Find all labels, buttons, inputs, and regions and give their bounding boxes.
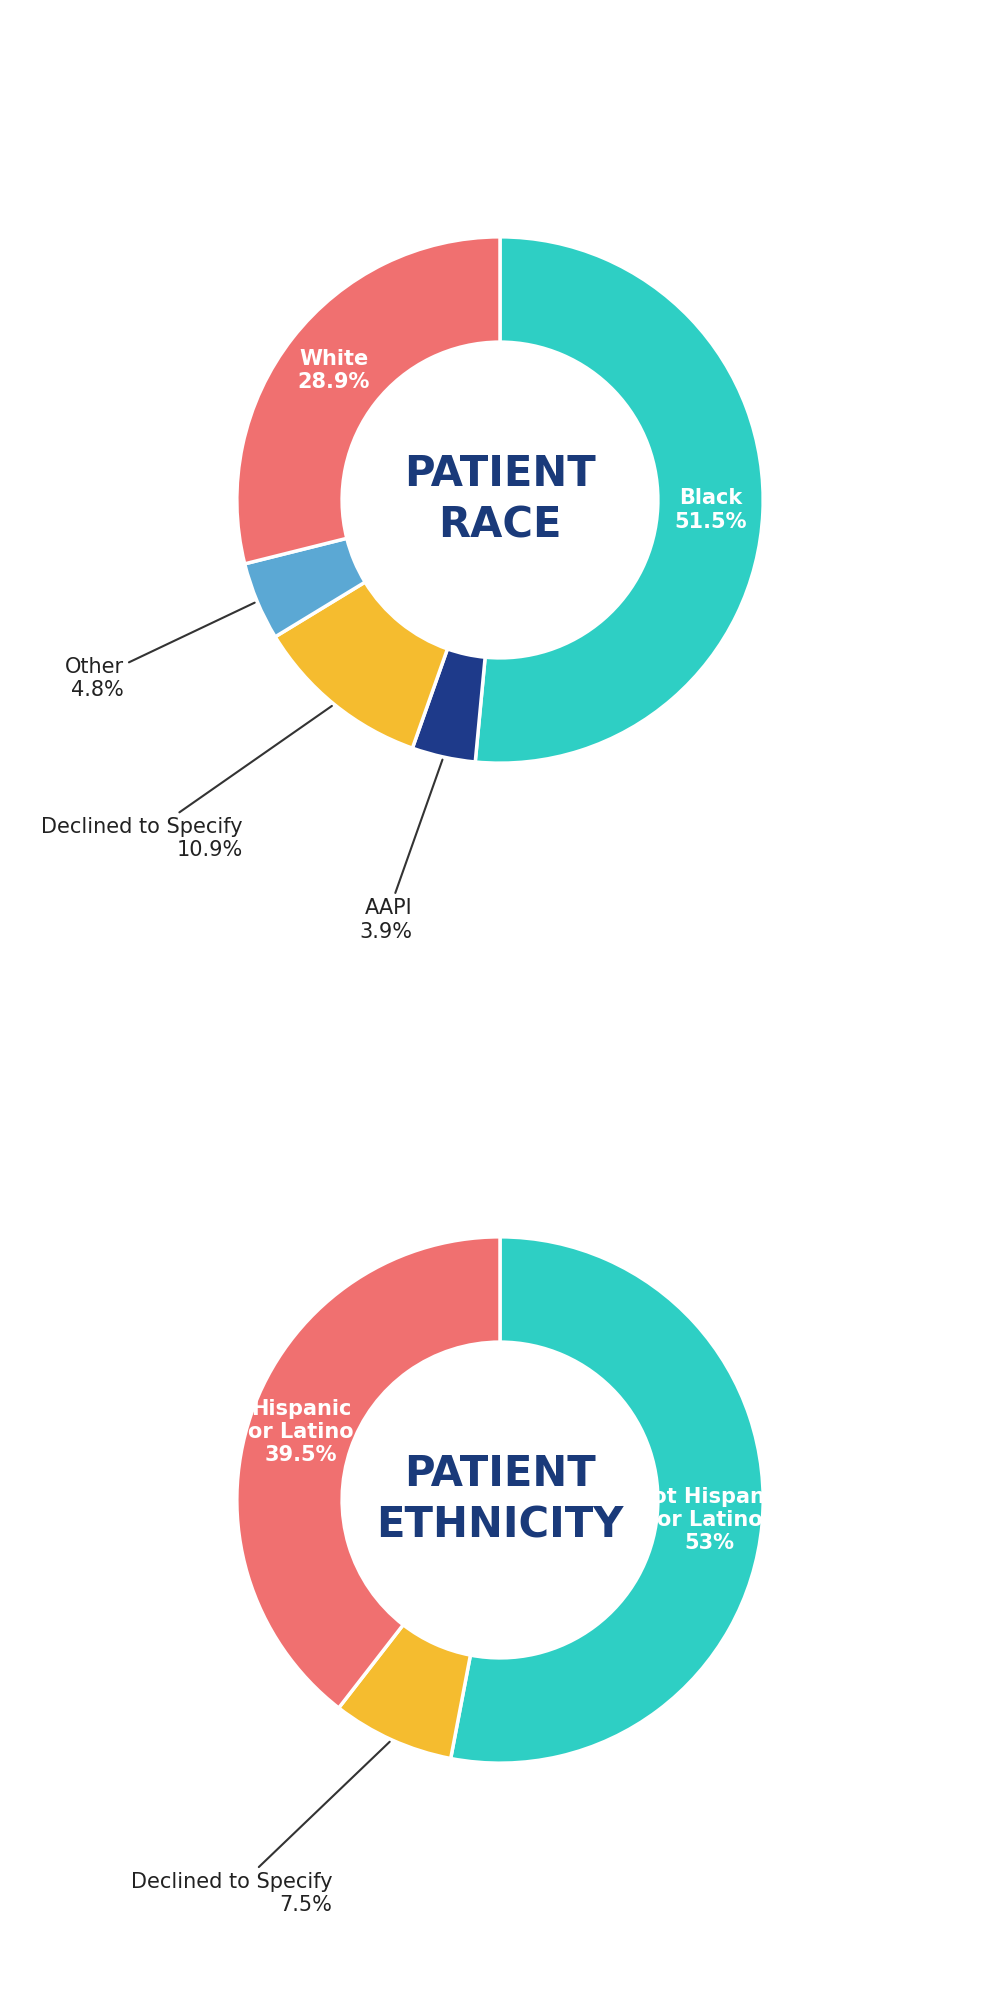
Text: Other
4.8%: Other 4.8% — [65, 602, 255, 700]
Wedge shape — [237, 236, 500, 564]
Wedge shape — [245, 538, 365, 636]
Text: Hispanic
or Latino
39.5%: Hispanic or Latino 39.5% — [248, 1398, 354, 1466]
Wedge shape — [451, 1236, 763, 1764]
Text: PATIENT
ETHNICITY: PATIENT ETHNICITY — [376, 1454, 624, 1546]
Wedge shape — [339, 1624, 470, 1758]
Wedge shape — [412, 648, 485, 762]
Text: Declined to Specify
7.5%: Declined to Specify 7.5% — [131, 1742, 390, 1914]
Wedge shape — [275, 582, 447, 748]
Text: White
28.9%: White 28.9% — [298, 348, 370, 392]
Text: Not Hispanic
or Latino
53%: Not Hispanic or Latino 53% — [635, 1486, 784, 1554]
Text: PATIENT
RACE: PATIENT RACE — [404, 454, 596, 546]
Circle shape — [342, 342, 658, 658]
Wedge shape — [237, 1236, 500, 1708]
Text: AAPI
3.9%: AAPI 3.9% — [359, 760, 442, 942]
Text: Declined to Specify
10.9%: Declined to Specify 10.9% — [41, 706, 332, 860]
Circle shape — [342, 1342, 658, 1658]
Text: Black
51.5%: Black 51.5% — [674, 488, 747, 532]
Wedge shape — [475, 236, 763, 764]
